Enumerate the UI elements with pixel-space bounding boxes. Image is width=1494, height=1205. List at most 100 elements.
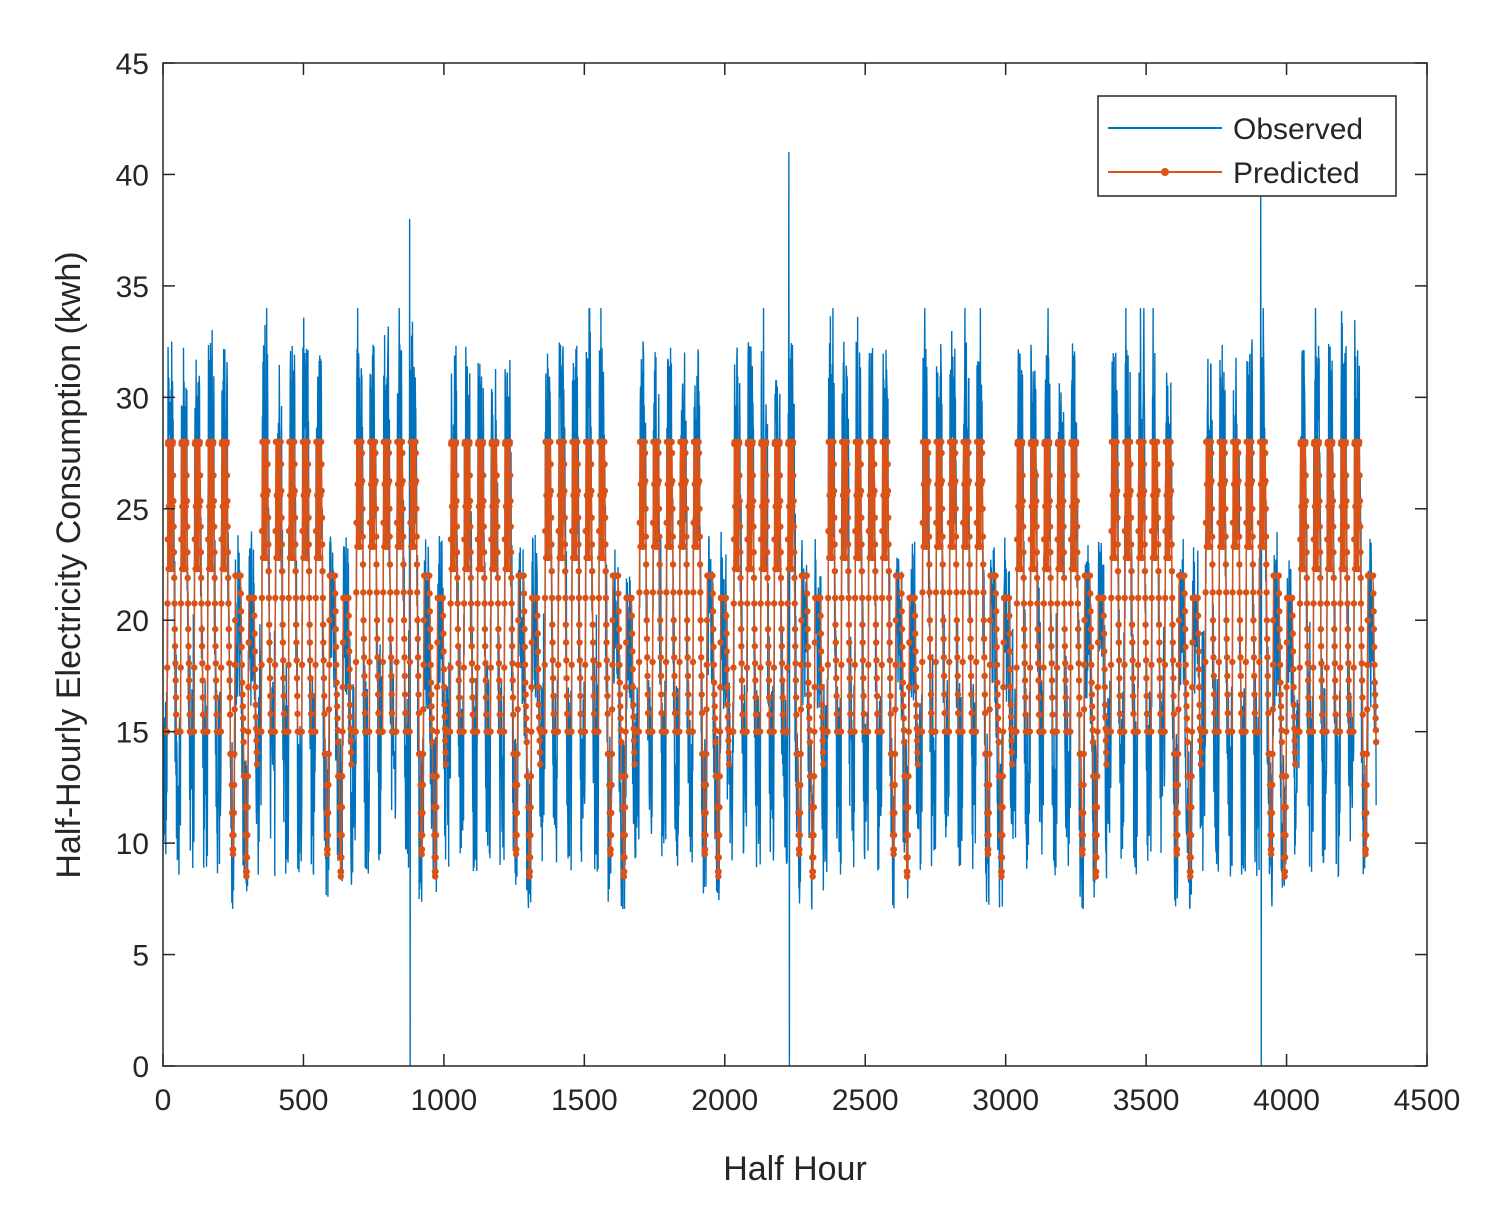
predicted-point bbox=[324, 846, 331, 853]
predicted-point bbox=[1372, 715, 1379, 722]
predicted-point bbox=[1094, 773, 1101, 780]
predicted-point bbox=[568, 661, 575, 668]
predicted-point bbox=[1238, 709, 1245, 717]
predicted-point bbox=[858, 541, 865, 548]
predicted-point bbox=[1148, 594, 1155, 602]
predicted-point bbox=[1170, 692, 1177, 700]
predicted-point bbox=[426, 590, 433, 597]
predicted-point bbox=[173, 711, 180, 718]
predicted-point bbox=[1229, 589, 1236, 596]
predicted-point bbox=[1048, 660, 1055, 667]
predicted-point bbox=[1268, 831, 1275, 839]
predicted-point bbox=[1045, 503, 1052, 510]
predicted-point bbox=[995, 738, 1002, 746]
predicted-point bbox=[338, 832, 345, 839]
predicted-point bbox=[608, 809, 615, 817]
predicted-point bbox=[1236, 589, 1243, 596]
predicted-point bbox=[790, 523, 798, 530]
predicted-point bbox=[1013, 536, 1021, 543]
predicted-point bbox=[293, 674, 301, 682]
predicted-point bbox=[1080, 750, 1087, 758]
predicted-point bbox=[562, 621, 569, 628]
y-tick-label: 45 bbox=[116, 48, 149, 81]
predicted-point bbox=[555, 661, 562, 668]
predicted-point bbox=[456, 711, 463, 718]
predicted-point bbox=[887, 692, 894, 700]
predicted-point bbox=[1345, 660, 1352, 667]
predicted-point bbox=[306, 639, 314, 646]
predicted-point bbox=[764, 600, 771, 607]
predicted-point bbox=[603, 657, 610, 664]
predicted-point bbox=[738, 694, 746, 701]
predicted-point bbox=[1343, 523, 1350, 530]
predicted-point bbox=[1317, 600, 1324, 607]
predicted-point bbox=[1168, 567, 1176, 575]
predicted-point bbox=[1008, 737, 1015, 744]
predicted-point bbox=[1362, 846, 1369, 853]
predicted-point bbox=[1359, 694, 1366, 701]
predicted-point bbox=[290, 438, 298, 446]
predicted-point bbox=[581, 661, 589, 668]
predicted-point bbox=[1358, 660, 1366, 667]
predicted-point bbox=[433, 728, 441, 735]
predicted-point bbox=[428, 691, 435, 698]
predicted-point bbox=[252, 683, 259, 691]
predicted-point bbox=[1129, 657, 1136, 664]
predicted-point bbox=[467, 523, 474, 530]
predicted-point bbox=[1080, 706, 1088, 713]
predicted-point bbox=[433, 804, 440, 811]
predicted-point bbox=[1283, 728, 1290, 735]
predicted-point bbox=[388, 691, 395, 698]
predicted-point bbox=[337, 873, 344, 880]
predicted-point bbox=[1155, 567, 1162, 575]
predicted-point bbox=[251, 630, 258, 637]
predicted-point bbox=[385, 449, 393, 457]
predicted-point bbox=[655, 449, 662, 457]
predicted-point bbox=[258, 527, 266, 535]
predicted-point bbox=[264, 438, 271, 446]
predicted-point bbox=[482, 660, 489, 667]
predicted-point bbox=[1126, 554, 1133, 562]
predicted-point bbox=[703, 661, 710, 668]
predicted-point bbox=[226, 677, 233, 684]
predicted-point bbox=[1148, 527, 1156, 535]
predicted-point bbox=[676, 658, 683, 666]
predicted-point bbox=[1075, 660, 1082, 667]
predicted-point bbox=[299, 527, 306, 535]
x-tick-label: 3000 bbox=[972, 1084, 1039, 1117]
predicted-point bbox=[229, 851, 237, 858]
predicted-point bbox=[1264, 672, 1271, 680]
predicted-point bbox=[649, 589, 657, 596]
predicted-point bbox=[1363, 750, 1371, 758]
predicted-point bbox=[1073, 523, 1081, 530]
predicted-point bbox=[253, 749, 261, 756]
predicted-point bbox=[564, 710, 571, 718]
predicted-point bbox=[568, 594, 576, 602]
predicted-point bbox=[508, 600, 515, 607]
predicted-point bbox=[1088, 679, 1095, 686]
predicted-point bbox=[534, 612, 541, 619]
predicted-point bbox=[1345, 677, 1352, 684]
predicted-point bbox=[442, 761, 450, 768]
predicted-point bbox=[784, 600, 791, 607]
predicted-point bbox=[1141, 514, 1148, 521]
predicted-point bbox=[1196, 713, 1203, 721]
predicted-point bbox=[1088, 691, 1096, 698]
predicted-point bbox=[541, 728, 548, 735]
predicted-point bbox=[508, 643, 516, 650]
predicted-point bbox=[979, 533, 987, 540]
predicted-point bbox=[277, 438, 284, 446]
y-tick-label: 35 bbox=[116, 271, 149, 304]
predicted-point bbox=[809, 868, 817, 875]
predicted-point bbox=[690, 519, 697, 526]
predicted-point bbox=[399, 505, 407, 512]
predicted-point bbox=[1263, 589, 1270, 596]
predicted-point bbox=[919, 658, 926, 666]
predicted-point bbox=[986, 706, 993, 713]
predicted-point bbox=[1074, 625, 1082, 633]
predicted-point bbox=[1188, 773, 1195, 780]
predicted-point bbox=[608, 781, 615, 789]
predicted-point bbox=[1047, 549, 1054, 556]
predicted-point bbox=[590, 710, 598, 718]
predicted-point bbox=[1303, 523, 1310, 530]
